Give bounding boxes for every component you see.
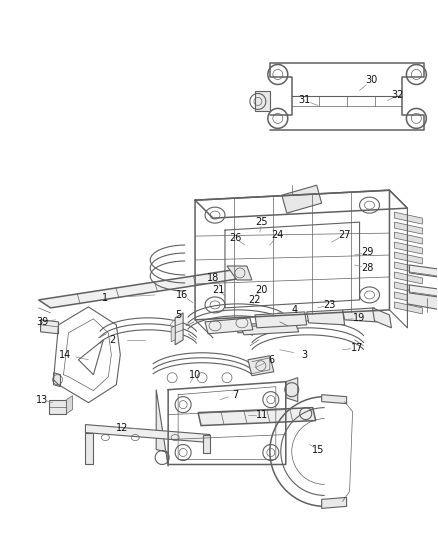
Polygon shape	[248, 356, 274, 376]
Polygon shape	[410, 265, 438, 280]
Polygon shape	[85, 425, 210, 442]
Polygon shape	[395, 232, 422, 244]
Polygon shape	[205, 318, 253, 334]
Polygon shape	[321, 394, 346, 403]
Polygon shape	[156, 390, 168, 466]
Polygon shape	[198, 408, 316, 425]
Polygon shape	[241, 324, 299, 335]
Polygon shape	[171, 326, 175, 342]
Text: 20: 20	[256, 285, 268, 295]
Polygon shape	[255, 312, 307, 328]
Text: 6: 6	[269, 355, 275, 365]
Text: 39: 39	[36, 317, 49, 327]
Polygon shape	[175, 313, 183, 345]
Text: 31: 31	[299, 95, 311, 106]
Text: 4: 4	[292, 305, 298, 315]
Polygon shape	[286, 378, 298, 402]
Polygon shape	[410, 285, 438, 300]
Polygon shape	[235, 322, 293, 333]
Polygon shape	[49, 400, 67, 414]
Text: 1: 1	[102, 293, 109, 303]
Text: 29: 29	[361, 247, 374, 257]
Text: 27: 27	[338, 230, 351, 240]
Polygon shape	[227, 266, 252, 280]
Polygon shape	[41, 320, 59, 334]
Polygon shape	[395, 252, 422, 264]
Polygon shape	[395, 292, 422, 304]
Text: 21: 21	[212, 285, 224, 295]
Polygon shape	[67, 395, 72, 414]
Polygon shape	[395, 242, 422, 254]
Polygon shape	[395, 302, 422, 314]
Text: 12: 12	[116, 423, 128, 433]
Polygon shape	[255, 92, 270, 111]
Text: 2: 2	[109, 335, 116, 345]
Polygon shape	[282, 185, 321, 213]
Polygon shape	[395, 222, 422, 234]
Polygon shape	[372, 308, 392, 328]
Text: 11: 11	[256, 410, 268, 419]
Text: 15: 15	[311, 445, 324, 455]
Polygon shape	[395, 282, 422, 294]
Text: 23: 23	[323, 300, 336, 310]
Text: 10: 10	[189, 370, 201, 379]
Text: 3: 3	[302, 350, 308, 360]
Polygon shape	[395, 262, 422, 274]
Polygon shape	[343, 308, 377, 322]
Polygon shape	[395, 212, 422, 224]
Polygon shape	[321, 497, 346, 508]
Polygon shape	[85, 433, 93, 464]
Text: 24: 24	[272, 230, 284, 240]
Text: 25: 25	[256, 217, 268, 227]
Text: 30: 30	[365, 76, 378, 85]
Polygon shape	[395, 272, 422, 284]
Text: 32: 32	[391, 91, 404, 100]
Text: 19: 19	[353, 313, 366, 323]
Text: 14: 14	[60, 350, 72, 360]
Text: 7: 7	[232, 390, 238, 400]
Text: 13: 13	[36, 394, 49, 405]
Polygon shape	[407, 290, 438, 312]
Text: 17: 17	[351, 343, 364, 353]
Polygon shape	[203, 434, 210, 453]
Polygon shape	[53, 373, 60, 386]
Text: 26: 26	[229, 233, 241, 243]
Text: 22: 22	[249, 295, 261, 305]
Text: 16: 16	[176, 290, 188, 300]
Text: 28: 28	[361, 263, 374, 273]
Polygon shape	[39, 270, 244, 308]
Text: 18: 18	[207, 273, 219, 283]
Text: 5: 5	[175, 310, 181, 320]
Polygon shape	[307, 310, 345, 325]
